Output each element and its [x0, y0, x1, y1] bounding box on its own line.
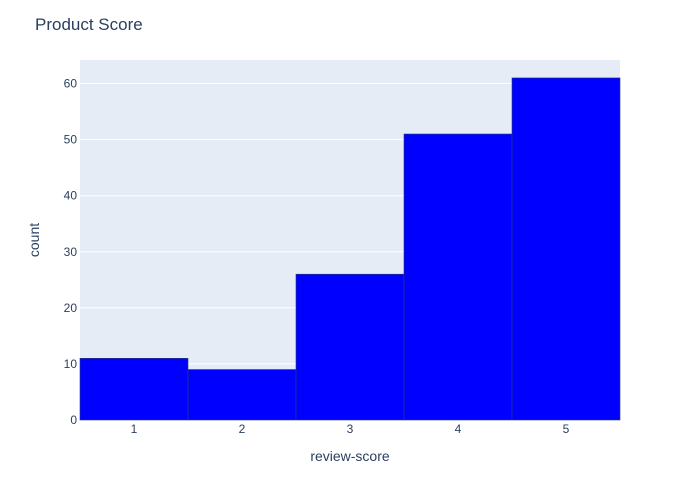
bar-score-5	[511, 77, 621, 421]
x-axis-ticks: 1 2 3 4 5	[131, 422, 570, 436]
bar-score-2	[187, 369, 297, 421]
x-tick-label: 1	[131, 422, 138, 436]
y-tick-label: 30	[64, 245, 78, 259]
y-tick-label: 50	[64, 133, 78, 147]
bar-score-1	[79, 358, 189, 421]
x-tick-label: 3	[347, 422, 354, 436]
y-tick-label: 10	[64, 357, 78, 371]
x-tick-label: 4	[455, 422, 462, 436]
x-axis-title: review-score	[310, 448, 390, 464]
y-axis-title: count	[26, 223, 42, 257]
y-tick-label: 0	[70, 413, 77, 427]
x-tick-label: 2	[239, 422, 246, 436]
bar-score-3	[295, 273, 405, 421]
x-tick-label: 5	[563, 422, 570, 436]
chart-title: Product Score	[35, 15, 143, 34]
y-tick-label: 40	[64, 189, 78, 203]
y-axis-ticks: 0 10 20 30 40 50 60	[64, 77, 78, 427]
bars	[79, 77, 621, 421]
bar-score-4	[403, 133, 513, 421]
y-tick-label: 20	[64, 301, 78, 315]
y-tick-label: 60	[64, 77, 78, 91]
